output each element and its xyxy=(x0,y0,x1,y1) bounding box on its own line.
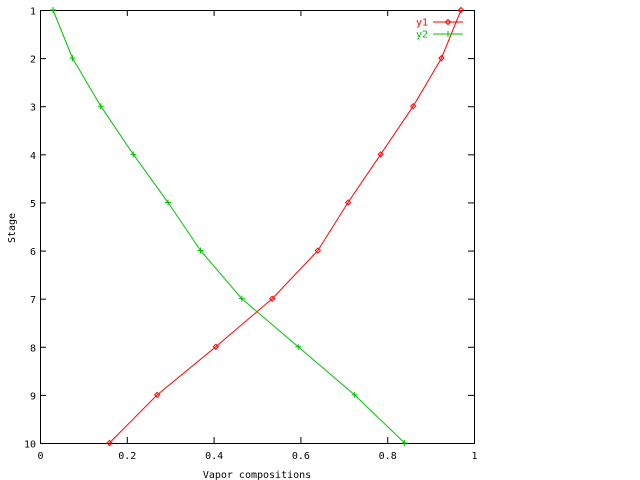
y-tick-label: 1 xyxy=(30,7,36,18)
y-tick-label: 7 xyxy=(30,295,36,306)
data-point-y2 xyxy=(130,151,137,158)
data-point-y1 xyxy=(153,391,161,399)
x-tick-label: 1 xyxy=(471,451,477,462)
y-tick-label: 10 xyxy=(24,440,36,451)
y-tick-label: 9 xyxy=(30,391,36,402)
legend-marker-y2 xyxy=(445,31,451,37)
data-point-y1 xyxy=(314,247,321,254)
legend-label-y1: y1 xyxy=(416,18,428,29)
y-axis: 1 2 3 4 5 6 7 8 9 10 xyxy=(24,7,474,451)
y-tick-label: 6 xyxy=(30,247,36,258)
x-tick-label: 0.4 xyxy=(205,451,223,462)
plot-frame xyxy=(40,10,475,444)
data-point-y1 xyxy=(377,151,384,158)
y-tick-label: 3 xyxy=(30,103,36,114)
x-tick-label: 0.6 xyxy=(292,451,310,462)
data-point-y1 xyxy=(438,54,445,62)
data-point-y2 xyxy=(351,391,358,398)
data-point-y2 xyxy=(401,440,408,446)
data-point-y2 xyxy=(295,343,302,350)
legend-label-y2: y2 xyxy=(416,30,428,41)
legend-marker-y1 xyxy=(444,18,452,26)
data-point-y1 xyxy=(344,199,352,206)
y-tick-label: 5 xyxy=(30,199,36,210)
data-point-y2 xyxy=(69,55,76,62)
data-point-y2 xyxy=(165,199,172,206)
data-point-y2 xyxy=(238,295,245,302)
y-tick-label: 8 xyxy=(30,343,36,354)
series-y2 xyxy=(50,7,408,446)
data-point-y2 xyxy=(197,247,204,254)
y-tick-label: 2 xyxy=(30,55,36,66)
x-tick-label: 0.8 xyxy=(379,451,397,462)
data-point-y1 xyxy=(457,6,465,14)
data-point-y1 xyxy=(212,343,219,350)
y-tick-label: 4 xyxy=(30,151,36,162)
series-layer xyxy=(50,6,465,447)
x-tick-label: 0 xyxy=(37,451,43,462)
data-point-y1 xyxy=(410,103,417,110)
data-point-y2 xyxy=(97,103,104,110)
series-line-y1 xyxy=(109,9,462,444)
series-line-y2 xyxy=(52,9,405,444)
x-axis: 0 0.2 0.4 0.6 0.8 1 xyxy=(37,10,478,462)
data-point-y2 xyxy=(50,7,57,13)
x-tick-label: 0.2 xyxy=(118,451,136,462)
data-point-y1 xyxy=(268,295,276,302)
series-y1 xyxy=(106,6,465,447)
data-point-y1 xyxy=(106,439,113,447)
x-axis-label: Vapor compositions xyxy=(203,470,311,480)
y-axis-label: Stage xyxy=(7,213,18,243)
